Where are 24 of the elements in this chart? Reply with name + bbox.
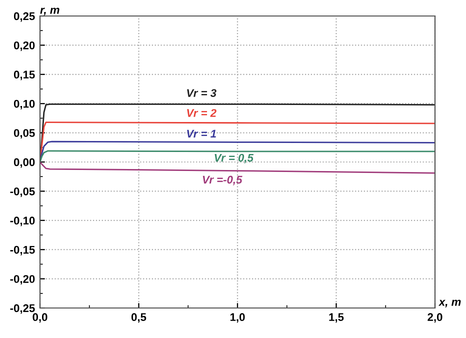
series-label: Vr =-0,5 bbox=[202, 176, 242, 186]
y-axis-title: r, m bbox=[40, 8, 60, 16]
x-tick-label: 2,0 bbox=[428, 313, 442, 323]
x-tick-label: 1,0 bbox=[230, 313, 245, 323]
y-tick-label: 0,10 bbox=[14, 100, 35, 110]
y-tick-label: -0,15 bbox=[10, 246, 35, 256]
y-tick-label: -0,05 bbox=[10, 187, 35, 197]
series-label: Vr = 0,5 bbox=[214, 154, 254, 164]
y-tick-label: 0,25 bbox=[14, 12, 35, 22]
y-tick-label: -0,25 bbox=[10, 304, 35, 314]
x-tick-label: 1,5 bbox=[329, 313, 344, 323]
line-series bbox=[40, 150, 435, 163]
y-tick-label: -0,20 bbox=[10, 275, 35, 285]
series-label: Vr = 3 bbox=[187, 89, 216, 97]
x-axis-title: x, m bbox=[438, 300, 461, 308]
x-tick-label: 0,5 bbox=[131, 313, 146, 323]
y-tick-label: 0,15 bbox=[14, 70, 35, 80]
series-label: Vr = 2 bbox=[187, 109, 216, 117]
y-tick-label: 0,00 bbox=[14, 158, 35, 168]
y-tick-label: -0,10 bbox=[10, 216, 35, 226]
series-label: Vr = 1 bbox=[187, 130, 216, 138]
x-tick-label: 0,0 bbox=[32, 313, 48, 323]
y-tick-label: 0,05 bbox=[14, 129, 35, 139]
y-tick-label: 0,20 bbox=[14, 41, 35, 51]
